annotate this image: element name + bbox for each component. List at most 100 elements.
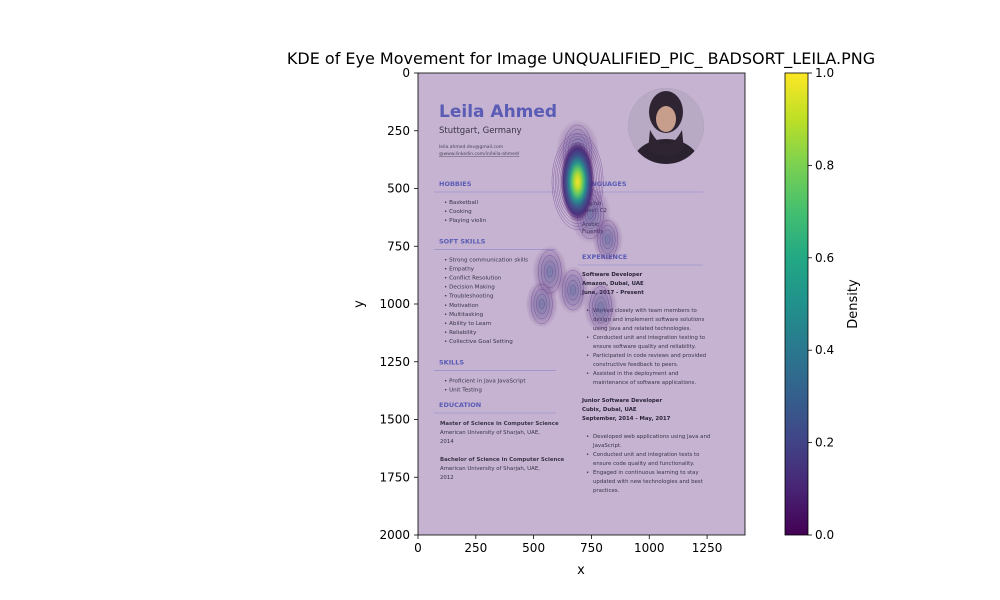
resume-job-company: Cubix, Dubai, UAE: [582, 407, 637, 413]
kde-contour-line: [570, 284, 576, 296]
resume-list-item: • Empathy: [444, 266, 475, 272]
x-axis: 0 250 500 750 1000 1250: [414, 535, 722, 555]
kde-contour-line: [543, 260, 556, 283]
y-tick-label: 2000: [379, 528, 410, 542]
x-tick-label: 1000: [634, 541, 665, 555]
resume-job-bullet: maintenance of software applications.: [593, 380, 696, 386]
kde-density-region: [592, 216, 623, 263]
x-axis-label: x: [577, 563, 585, 578]
kde-contour-line: [599, 224, 616, 254]
x-tick-label: 750: [580, 541, 603, 555]
kde-contour-line: [597, 302, 604, 313]
resume-list-item: • Reliability: [444, 330, 477, 336]
colorbar-tick-label: 0.2: [815, 436, 834, 450]
x-tick-label: 500: [522, 541, 545, 555]
kde-main-peak: [560, 141, 595, 222]
kde-contour-line: [564, 274, 582, 306]
resume-job-bullet: Worked closely with team members to: [593, 308, 697, 314]
resume-degree-detail: American University of Sharjah, UAE,: [440, 430, 540, 436]
resume-section-heading: SOFT SKILLS: [439, 237, 486, 245]
resume-bullet-dot: •: [586, 335, 589, 341]
resume-linkedin: @www.linkedin.com/in/leila-ahmed/: [439, 151, 520, 157]
colorbar: 0.0 0.2 0.4 0.6 0.8 1.0 Density: [784, 66, 861, 542]
resume-job-dates: September, 2014 - May, 2017: [582, 416, 671, 422]
kde-contour-line: [538, 249, 562, 294]
y-tick-label: 1250: [379, 355, 410, 369]
resume-job-bullet: using Java and related technologies.: [593, 326, 691, 332]
kde-density-region: [583, 282, 618, 333]
resume-list-item: • Decision Making: [444, 285, 495, 291]
resume-left-column: HOBBIES • Basketball • Cooking • Playing vi…: [434, 180, 565, 481]
kde-contour-line: [597, 220, 618, 259]
resume-list-item: • Basketball: [444, 200, 478, 206]
resume-bullet-dot: •: [586, 452, 589, 458]
y-tick-label: 250: [387, 124, 410, 138]
kde-contour-line: [562, 269, 584, 311]
kde-contour-line: [533, 288, 550, 320]
y-axis-label: y: [352, 300, 367, 308]
resume-list-item: • Cooking: [444, 209, 472, 215]
resume-name: Leila Ahmed: [439, 102, 557, 122]
resume-list-item: • Playing violin: [444, 218, 487, 224]
resume-list-item: • Collective Goal Setting: [444, 339, 513, 345]
y-tick-label: 1000: [379, 297, 410, 311]
resume-bullet-dot: •: [586, 371, 589, 377]
profile-photo: [628, 88, 704, 164]
y-tick-label: 1750: [379, 470, 410, 484]
colorbar-tick-label: 0.0: [815, 528, 834, 542]
kde-density-region: [556, 266, 590, 315]
resume-degree-detail: 2012: [440, 475, 454, 481]
resume-list-item: • Troubleshooting: [444, 294, 494, 300]
resume-degree: Bachelor of Science in Computer Science: [440, 457, 565, 463]
kde-contour-line: [592, 291, 610, 324]
resume-list-item: • Ability to Learn: [444, 321, 492, 327]
resume-job-bullet: constructive feedback to peers.: [593, 362, 679, 368]
resume-section-heading: SKILLS: [439, 358, 464, 366]
colorbar-tick-label: 1.0: [815, 66, 834, 80]
resume-degree: Master of Science in Computer Science: [440, 421, 559, 427]
resume-list-item: • Strong communication skills: [444, 257, 528, 263]
kde-density-overlay: [525, 119, 623, 333]
kde-contour-line: [530, 283, 553, 325]
colorbar-gradient: [784, 72, 809, 536]
kde-contour-line: [553, 136, 602, 227]
resume-list-item: • Motivation: [444, 303, 479, 309]
kde-contour-line: [546, 266, 553, 278]
colorbar-tick-label: 0.4: [815, 343, 834, 357]
resume-email: leila.ahmed.dev@gmail.com: [439, 144, 503, 150]
x-tick-label: 1250: [692, 541, 723, 555]
x-tick-label: 250: [464, 541, 487, 555]
resume-list-item: • Unit Testing: [444, 387, 482, 393]
y-tick-label: 1500: [379, 413, 410, 427]
resume-job-bullet: updated with new technologies and best: [593, 479, 703, 485]
x-tick-label: 0: [414, 541, 422, 555]
kde-density-region: [525, 280, 558, 328]
kde-contour-line: [551, 133, 604, 230]
resume-section-heading: EDUCATION: [439, 401, 481, 409]
resume-list-item: • Proficient in Java JavaScript: [444, 378, 526, 384]
y-axis: 0 250 500 750 1000 1250 1500 1750 2000: [379, 66, 418, 542]
resume-job-title: Software Developer: [582, 272, 643, 278]
resume-job-title: Junior Software Developer: [581, 398, 662, 404]
resume-location: Stuttgart, Germany: [439, 126, 522, 136]
y-tick-label: 500: [387, 182, 410, 196]
resume-job-bullet: design and implement software solutions: [593, 317, 704, 323]
resume-job-bullet: practices.: [593, 488, 620, 494]
kde-contour-line: [554, 139, 601, 224]
resume-degree-detail: 2014: [440, 439, 454, 445]
resume-job-bullet: Developed web applications using Java an…: [593, 434, 710, 440]
resume-job-bullet: Assisted in the deployment and: [593, 371, 678, 377]
kde-contour-line: [538, 298, 545, 310]
resume-job-bullet: Engaged in continuous learning to stay: [593, 470, 699, 476]
kde-contour-line: [540, 255, 559, 289]
kde-contour-line: [567, 279, 579, 301]
resume-section-heading: HOBBIES: [439, 180, 472, 188]
colorbar-label: Density: [846, 279, 861, 329]
kde-contour-line: [604, 234, 611, 245]
colorbar-tick-label: 0.8: [815, 158, 834, 172]
colorbar-tick-label: 0.6: [815, 251, 834, 265]
resume-job-bullet: Conducted unit and integration tests to: [593, 452, 699, 458]
resume-section-heading: LANGUAGES: [582, 180, 627, 188]
chart-title: KDE of Eye Movement for Image UNQUALIFIE…: [287, 49, 875, 69]
